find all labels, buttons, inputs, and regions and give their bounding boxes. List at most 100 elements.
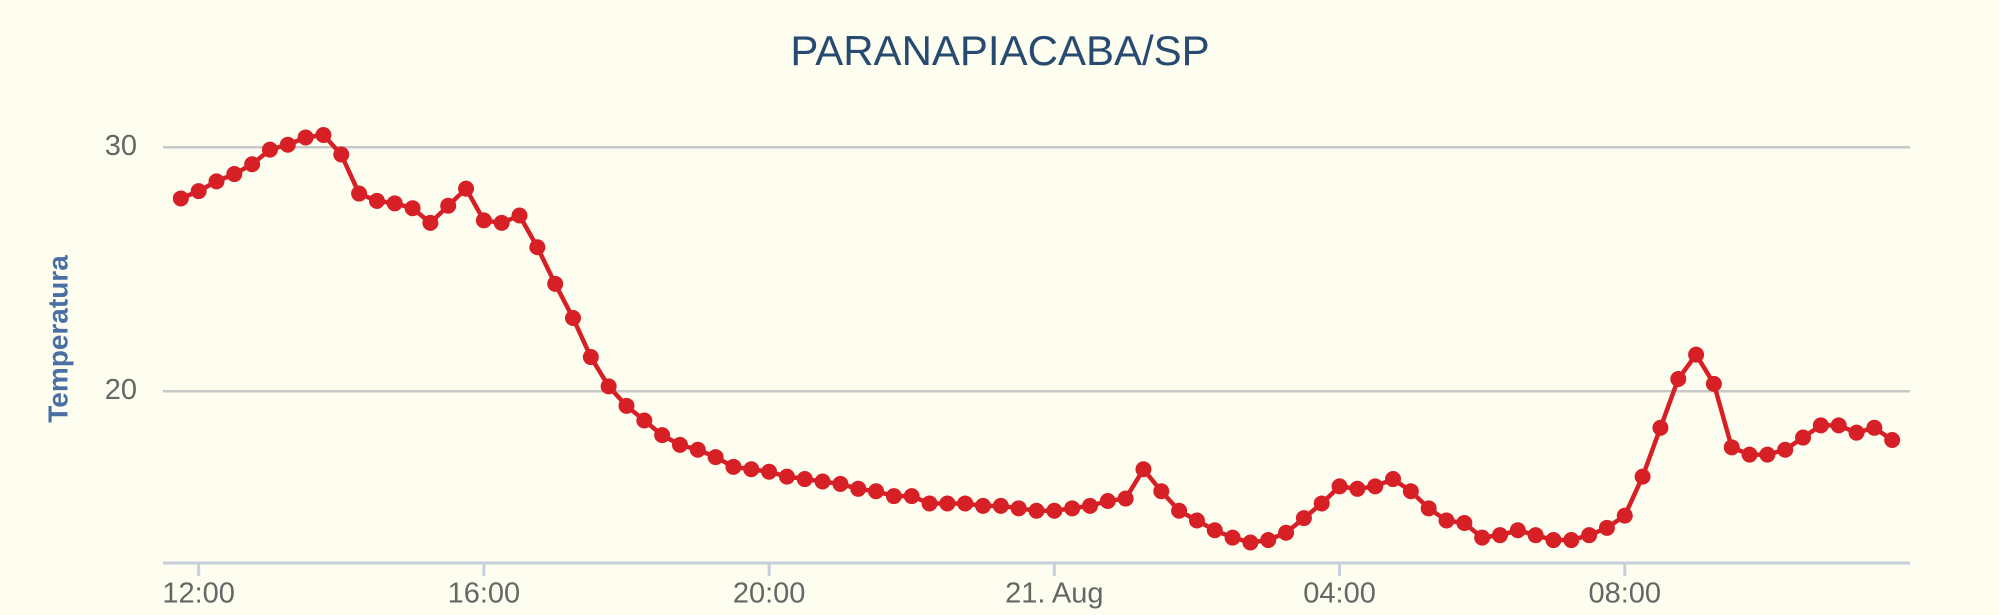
data-point xyxy=(582,349,599,366)
data-point xyxy=(493,214,510,231)
data-point xyxy=(992,497,1009,514)
data-point xyxy=(261,141,278,158)
data-point xyxy=(1759,446,1776,463)
data-point xyxy=(939,495,956,512)
data-point xyxy=(975,497,992,514)
data-point xyxy=(1260,532,1277,549)
data-point xyxy=(654,427,671,444)
data-point xyxy=(190,183,207,200)
data-point xyxy=(1242,534,1259,551)
data-point xyxy=(1581,527,1598,544)
data-point xyxy=(1081,497,1098,514)
data-point xyxy=(1563,532,1580,549)
data-point xyxy=(1402,483,1419,500)
x-tick-label: 20:00 xyxy=(733,578,806,610)
data-point xyxy=(1830,417,1847,434)
data-point xyxy=(1278,524,1295,541)
data-point xyxy=(1491,527,1508,544)
data-point xyxy=(1866,419,1883,436)
data-point xyxy=(1153,483,1170,500)
data-point xyxy=(814,473,831,490)
data-point xyxy=(315,127,332,143)
data-point xyxy=(1545,532,1562,549)
data-point xyxy=(1028,502,1045,519)
data-point xyxy=(565,310,582,326)
data-point xyxy=(1331,478,1348,495)
data-point xyxy=(1634,468,1651,485)
data-point xyxy=(1367,478,1384,495)
data-point xyxy=(1420,500,1437,517)
y-tick-label: 30 xyxy=(105,130,137,162)
data-point xyxy=(1705,375,1722,392)
data-point xyxy=(351,185,368,202)
data-point xyxy=(208,173,225,190)
data-point xyxy=(832,475,849,492)
data-point xyxy=(511,207,528,224)
data-point xyxy=(1474,529,1491,546)
data-point xyxy=(333,146,350,163)
data-point xyxy=(1135,461,1152,478)
data-point xyxy=(1456,514,1473,531)
data-point xyxy=(475,212,492,229)
data-point xyxy=(1848,424,1865,441)
x-tick-label: 12:00 xyxy=(162,578,235,610)
data-point xyxy=(1652,419,1669,436)
chart-title: PARANAPIACABA/SP xyxy=(790,27,1209,74)
series-line xyxy=(179,132,1894,545)
y-tick-label: 20 xyxy=(105,374,137,406)
data-point xyxy=(689,441,706,458)
data-point xyxy=(636,412,653,429)
data-point xyxy=(796,471,813,488)
data-point xyxy=(1688,346,1705,363)
data-point xyxy=(1741,446,1758,463)
data-point xyxy=(1188,512,1205,529)
data-point xyxy=(1206,522,1223,539)
data-point xyxy=(368,192,385,209)
data-point xyxy=(725,458,742,475)
data-point xyxy=(1349,480,1366,497)
x-tick-label: 16:00 xyxy=(448,578,521,610)
data-point xyxy=(1046,502,1063,519)
data-point xyxy=(761,463,778,480)
data-point xyxy=(707,449,724,466)
data-point xyxy=(1527,527,1544,544)
y-axis-title: Temperatura xyxy=(42,255,73,423)
data-point xyxy=(885,488,902,505)
data-point xyxy=(547,275,564,292)
data-point xyxy=(618,397,635,414)
data-point xyxy=(279,136,296,153)
data-point xyxy=(600,378,617,395)
data-point xyxy=(1616,507,1633,524)
data-point xyxy=(868,483,885,500)
data-point xyxy=(671,436,688,453)
data-point xyxy=(1509,522,1526,539)
data-point xyxy=(1670,371,1687,387)
data-point xyxy=(297,129,314,146)
data-point xyxy=(1723,439,1740,456)
data-point xyxy=(458,180,475,197)
data-point xyxy=(1171,502,1188,519)
x-tick-label: 04:00 xyxy=(1303,578,1376,610)
data-point xyxy=(440,197,457,214)
data-point xyxy=(1099,493,1116,509)
x-tick-label: 08:00 xyxy=(1588,578,1661,610)
data-point xyxy=(1598,519,1615,536)
data-point xyxy=(529,239,546,256)
data-point xyxy=(1385,471,1402,488)
data-point xyxy=(778,468,795,485)
data-point xyxy=(903,488,920,505)
data-point xyxy=(1438,512,1455,529)
data-point xyxy=(1884,432,1901,448)
x-tick-label: 21. Aug xyxy=(1005,578,1103,610)
data-point xyxy=(1224,529,1241,546)
data-point xyxy=(1812,417,1829,434)
data-point xyxy=(1117,490,1134,507)
data-point xyxy=(1064,500,1081,517)
data-point xyxy=(422,214,439,231)
data-point xyxy=(172,190,189,207)
data-point xyxy=(404,200,421,217)
data-point xyxy=(1795,429,1812,446)
data-point xyxy=(921,495,938,512)
